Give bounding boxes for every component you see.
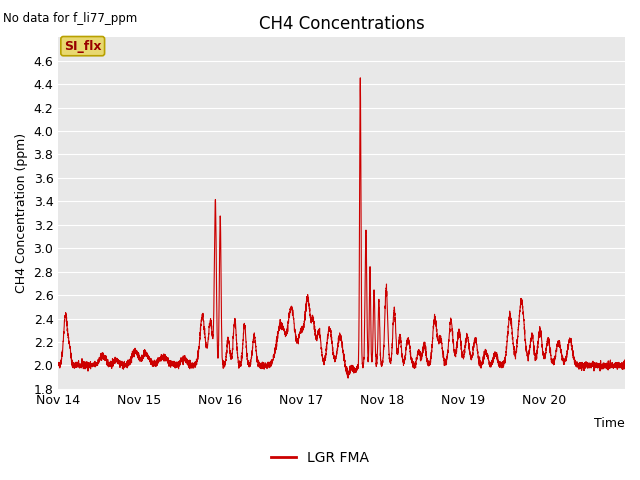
- Y-axis label: CH4 Concentration (ppm): CH4 Concentration (ppm): [15, 133, 28, 293]
- Text: No data for f_li77_ppm: No data for f_li77_ppm: [3, 12, 138, 25]
- Text: SI_flx: SI_flx: [64, 40, 102, 53]
- Legend: LGR FMA: LGR FMA: [266, 445, 374, 471]
- Text: Time: Time: [595, 417, 625, 430]
- Title: CH4 Concentrations: CH4 Concentrations: [259, 15, 424, 33]
